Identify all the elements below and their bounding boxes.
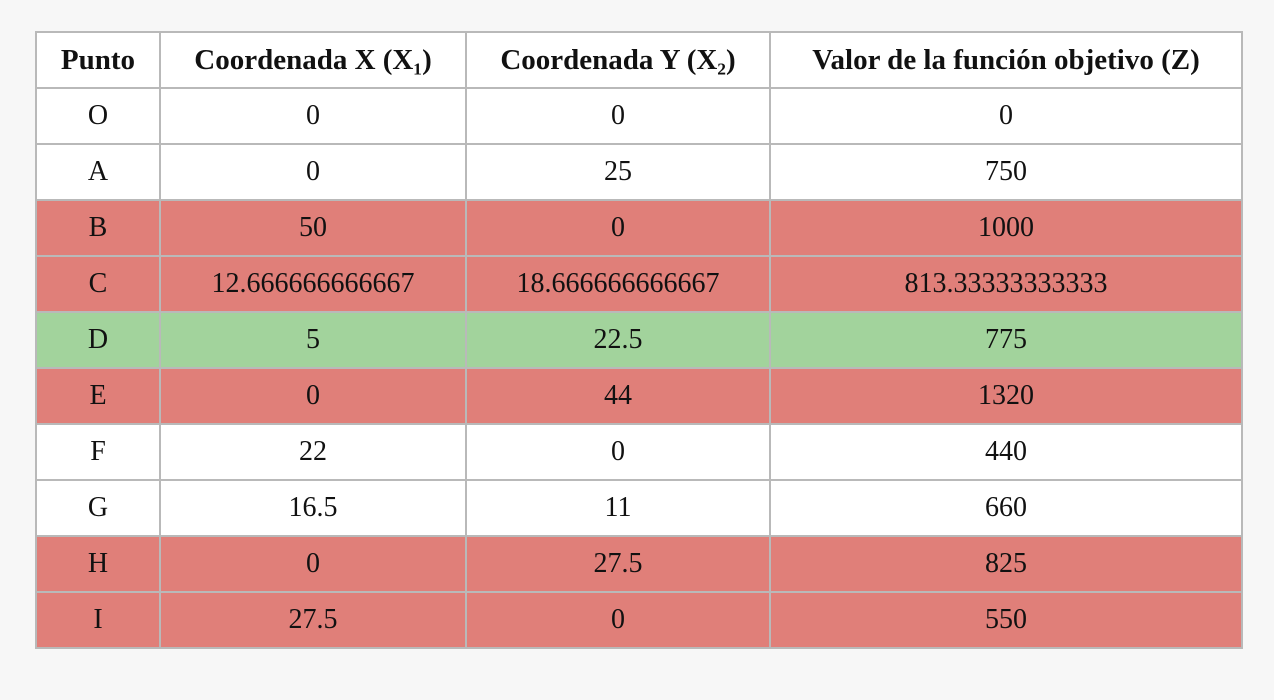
cell-z: 440 [769,423,1243,481]
cell-punto: F [35,423,161,481]
cell-z: 750 [769,143,1243,201]
table-row: D 5 22.5 775 [35,311,1243,369]
table-row: C 12.666666666667 18.666666666667 813.33… [35,255,1243,313]
cell-x: 27.5 [159,591,467,649]
cell-y: 0 [465,87,771,145]
header-coordenada-y: Coordenada Y (X₂) [465,31,771,89]
cell-x: 16.5 [159,479,467,537]
cell-x: 0 [159,367,467,425]
cell-y: 27.5 [465,535,771,593]
table-row: E 0 44 1320 [35,367,1243,425]
cell-punto: C [35,255,161,313]
cell-y: 11 [465,479,771,537]
cell-punto: A [35,143,161,201]
table-body: O 0 0 0 A 0 25 750 B 50 0 1000 C 12.6666… [35,87,1243,649]
cell-z: 825 [769,535,1243,593]
cell-x: 0 [159,535,467,593]
cell-y: 44 [465,367,771,425]
cell-z: 0 [769,87,1243,145]
table-row: I 27.5 0 550 [35,591,1243,649]
cell-z: 1000 [769,199,1243,257]
table-row: G 16.5 11 660 [35,479,1243,537]
table-row: F 22 0 440 [35,423,1243,481]
header-row: Punto Coordenada X (X₁) Coordenada Y (X₂… [35,31,1243,89]
cell-x: 12.666666666667 [159,255,467,313]
cell-punto: G [35,479,161,537]
cell-punto: E [35,367,161,425]
cell-punto: B [35,199,161,257]
header-coordenada-x: Coordenada X (X₁) [159,31,467,89]
cell-y: 0 [465,591,771,649]
cell-z: 660 [769,479,1243,537]
cell-y: 22.5 [465,311,771,369]
cell-punto: I [35,591,161,649]
table-row: B 50 0 1000 [35,199,1243,257]
cell-z: 550 [769,591,1243,649]
results-table-container: Punto Coordenada X (X₁) Coordenada Y (X₂… [35,31,1243,649]
table-row: H 0 27.5 825 [35,535,1243,593]
cell-x: 0 [159,143,467,201]
header-valor-funcion-objetivo: Valor de la función objetivo (Z) [769,31,1243,89]
cell-x: 5 [159,311,467,369]
cell-z: 775 [769,311,1243,369]
cell-y: 0 [465,199,771,257]
cell-y: 25 [465,143,771,201]
cell-z: 813.33333333333 [769,255,1243,313]
table-row: O 0 0 0 [35,87,1243,145]
cell-punto: D [35,311,161,369]
cell-punto: H [35,535,161,593]
header-punto: Punto [35,31,161,89]
cell-z: 1320 [769,367,1243,425]
cell-punto: O [35,87,161,145]
cell-x: 22 [159,423,467,481]
cell-y: 18.666666666667 [465,255,771,313]
cell-x: 0 [159,87,467,145]
results-table: Punto Coordenada X (X₁) Coordenada Y (X₂… [35,31,1243,649]
table-row: A 0 25 750 [35,143,1243,201]
cell-y: 0 [465,423,771,481]
cell-x: 50 [159,199,467,257]
